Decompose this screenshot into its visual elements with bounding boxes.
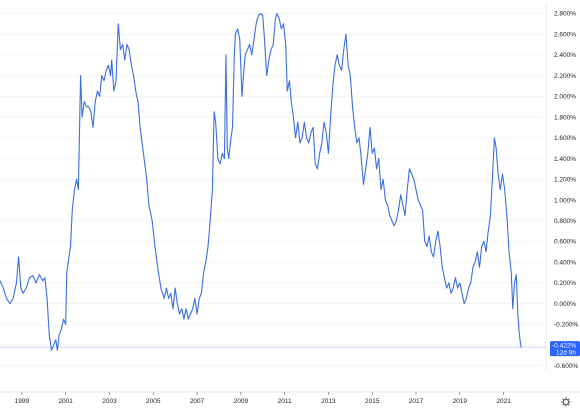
x-tick-label: 2019 (453, 398, 468, 405)
last-value-badge: -0.422% 12d 9h (550, 341, 580, 357)
y-tick-label: -0.200% (554, 322, 578, 329)
y-tick-label: 0.400% (554, 259, 576, 266)
x-tick-label: 2005 (146, 398, 161, 405)
series-line[interactable] (0, 12, 522, 351)
x-tick-label: 2015 (365, 398, 380, 405)
x-tick-label: 2001 (58, 398, 73, 405)
y-tick-label: 2.000% (554, 94, 576, 101)
y-tick-label: 0.200% (554, 280, 576, 287)
y-tick-label: 2.400% (554, 52, 576, 59)
gear-icon[interactable] (561, 397, 571, 407)
y-tick-label: 2.200% (554, 73, 576, 80)
y-tick-label: 0.600% (554, 239, 576, 246)
gear-ring (562, 398, 570, 406)
x-axis: 1999 2001 2003 2005 2007 2009 2011 2013 2015 2017… (15, 392, 511, 405)
y-tick-label: 1.000% (554, 197, 576, 204)
x-tick-label: 2021 (496, 398, 511, 405)
x-tick-label: 1999 (15, 398, 30, 405)
y-tick-label: 2.600% (554, 31, 576, 38)
x-tick-label: 2013 (321, 398, 336, 405)
y-tick-label: 2.800% (554, 11, 576, 18)
last-value-countdown: 12d 9h (556, 350, 576, 357)
y-tick-label: 1.200% (554, 177, 576, 184)
y-tick-label: -0.600% (554, 363, 578, 370)
y-tick-label: 1.400% (554, 156, 576, 163)
x-tick-label: 2007 (190, 398, 205, 405)
y-tick-label: 0.800% (554, 218, 576, 225)
last-value-label: -0.422% (552, 343, 576, 350)
y-axis: -0.600%-0.400%-0.200%0.000%0.200%0.400%0… (554, 11, 578, 370)
last-value-badge-box (550, 341, 580, 357)
grid (0, 13, 543, 367)
x-tick-label: 2009 (234, 398, 249, 405)
y-tick-label: 1.800% (554, 114, 576, 121)
x-tick-label: 2011 (278, 398, 292, 405)
y-tick-label: 1.600% (554, 135, 576, 142)
x-tick-label: 2017 (409, 398, 424, 405)
y-tick-label: 0.000% (554, 301, 576, 308)
x-tick-label: 2003 (102, 398, 117, 405)
